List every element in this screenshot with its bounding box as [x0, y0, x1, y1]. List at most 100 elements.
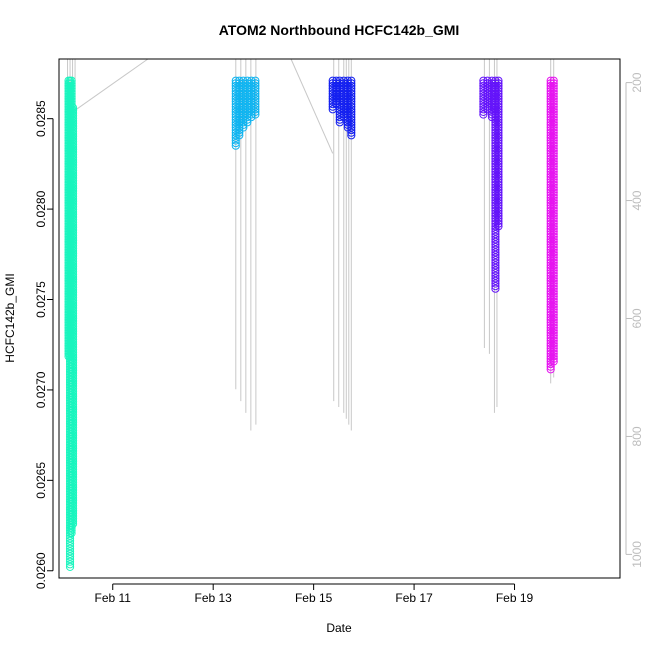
data-point — [235, 131, 244, 140]
data-point — [243, 100, 252, 109]
data-point — [67, 100, 76, 109]
data-point — [68, 137, 78, 146]
data-point — [68, 303, 78, 313]
data-point — [68, 379, 78, 388]
data-point — [549, 105, 558, 114]
data-point — [549, 266, 558, 275]
data-point — [243, 115, 252, 124]
data-point — [494, 144, 503, 153]
data-point — [251, 76, 260, 85]
data-point — [68, 511, 78, 521]
x-tick-label: Feb 17 — [395, 591, 433, 605]
data-point — [549, 295, 558, 304]
data-point — [251, 100, 260, 109]
data-point — [347, 131, 356, 140]
data-point — [68, 519, 78, 528]
data-point — [68, 288, 78, 297]
data-point — [65, 552, 75, 561]
data-point — [549, 167, 558, 176]
data-point — [494, 196, 503, 205]
data-point — [549, 178, 558, 187]
data-point — [68, 207, 78, 216]
data-point — [68, 306, 78, 315]
data-point — [494, 131, 503, 140]
data-point — [549, 326, 558, 335]
data-point — [494, 180, 503, 189]
data-point — [549, 334, 558, 343]
data-point — [494, 97, 503, 106]
x-tick-label: Feb 15 — [295, 591, 333, 605]
data-point — [549, 308, 558, 317]
data-point — [549, 331, 558, 340]
data-point — [549, 305, 558, 314]
data-point — [65, 542, 75, 551]
data-point — [68, 493, 78, 502]
data-point — [549, 193, 558, 202]
data-point — [347, 79, 356, 88]
transit-line — [290, 58, 334, 154]
data-point — [243, 81, 252, 91]
data-point — [239, 120, 248, 130]
data-point — [491, 271, 500, 280]
data-point — [67, 89, 76, 98]
data-point — [549, 87, 558, 96]
data-point — [494, 188, 503, 197]
data-point — [347, 97, 356, 106]
data-point — [549, 107, 558, 117]
data-point — [549, 347, 558, 356]
data-point — [549, 175, 558, 184]
data-point — [68, 267, 78, 276]
data-point — [251, 87, 260, 96]
data-point — [65, 560, 75, 569]
data-point — [549, 131, 558, 140]
data-point — [549, 318, 558, 327]
data-point — [494, 110, 503, 119]
data-point — [68, 498, 78, 508]
data-point — [68, 467, 78, 476]
data-point — [494, 159, 503, 169]
data-point — [68, 371, 78, 380]
data-point — [68, 225, 78, 235]
data-point — [549, 146, 558, 156]
data-point — [68, 215, 78, 224]
data-point — [68, 475, 78, 484]
data-point — [483, 89, 492, 98]
data-point — [347, 120, 356, 130]
data-point — [347, 81, 356, 91]
data-point — [549, 271, 558, 280]
data-point — [68, 514, 78, 523]
data-point — [479, 89, 488, 98]
data-point — [494, 219, 503, 228]
data-point — [549, 115, 558, 124]
data-point — [549, 149, 558, 158]
data-point — [68, 290, 78, 300]
data-point — [491, 276, 500, 286]
data-point — [479, 81, 488, 91]
data-point — [247, 107, 256, 117]
data-point — [235, 123, 244, 132]
data-point — [68, 381, 78, 391]
data-point — [494, 183, 503, 192]
data-point — [68, 472, 78, 482]
data-point — [483, 92, 492, 101]
data-point — [549, 84, 558, 93]
data-point — [549, 258, 558, 267]
data-point — [491, 269, 500, 278]
data-point — [247, 87, 256, 96]
data-point — [335, 115, 344, 124]
data-point — [546, 365, 555, 374]
data-point — [494, 201, 503, 210]
data-point — [335, 97, 344, 106]
data-point — [239, 115, 248, 124]
data-point — [494, 100, 503, 109]
data-point — [549, 269, 558, 278]
data-point — [549, 113, 558, 122]
data-point — [251, 94, 260, 104]
data-point — [483, 87, 492, 96]
data-point — [494, 170, 503, 179]
data-point — [65, 557, 75, 566]
data-point — [243, 92, 252, 101]
data-point — [483, 100, 492, 109]
data-point — [494, 118, 503, 127]
data-point — [68, 459, 78, 469]
